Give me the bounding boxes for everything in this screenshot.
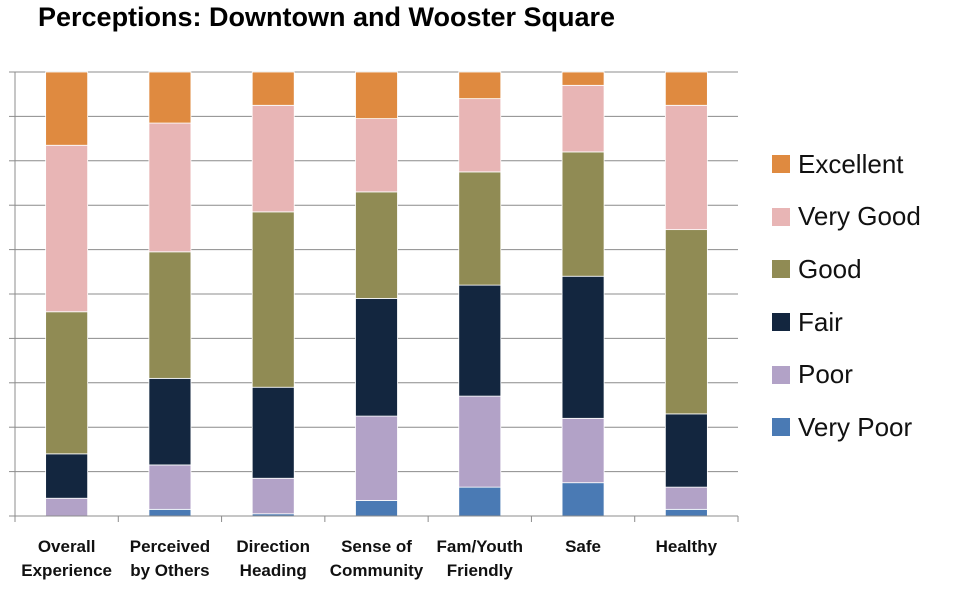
bar-segment-very-poor	[458, 486, 502, 517]
bar-segment-poor	[355, 415, 398, 501]
bar-segment-fair	[458, 284, 502, 397]
x-category-label: Perceived by Others	[120, 535, 220, 583]
x-category-label: Sense of Community	[327, 535, 427, 583]
x-category-label: Direction Heading	[223, 535, 323, 583]
legend-swatch	[772, 418, 790, 437]
bar-segment-poor	[251, 477, 295, 515]
legend-item-very-poor: Very Poor	[772, 401, 921, 454]
bar-segment-very-good	[148, 122, 192, 253]
legend-swatch	[772, 155, 790, 174]
x-category-label-line: Direction	[236, 537, 311, 556]
bar-segment-very-good	[45, 144, 89, 313]
legend-swatch	[772, 365, 790, 384]
x-category-label-line: Community	[329, 561, 424, 580]
legend-label: Very Poor	[798, 411, 913, 442]
bar-segment-fair	[355, 298, 398, 417]
legend-label: Very Good	[798, 201, 921, 232]
bar-segment-good	[664, 229, 708, 415]
x-category-label-line: Friendly	[446, 561, 513, 580]
legend-label: Excellent	[798, 148, 904, 179]
x-category-label-line: Sense of	[341, 537, 412, 556]
x-category-label-line: Perceived	[129, 537, 211, 556]
bar-segment-very-poor	[148, 508, 192, 517]
bar-segment-excellent	[251, 71, 295, 106]
legend-label: Poor	[798, 359, 853, 390]
bar-segment-excellent	[664, 71, 708, 106]
bar-segment-good	[251, 211, 295, 388]
chart-legend: Excellent Very Good Good Fair Poor Very Poor	[772, 138, 921, 454]
legend-item-poor: Poor	[772, 348, 921, 401]
bar-segment-poor	[664, 486, 708, 510]
bar-segment-excellent	[45, 71, 89, 146]
bar-segment-good	[458, 171, 502, 286]
bar-segment-very-good	[561, 84, 605, 153]
bar-segment-poor	[45, 497, 89, 517]
bar-segment-very-good	[458, 98, 502, 173]
bar-segment-fair	[148, 377, 192, 466]
bar-segment-very-good	[355, 118, 398, 193]
legend-swatch	[772, 260, 790, 279]
legend-item-excellent: Excellent	[772, 138, 921, 191]
x-category-label: Safe	[533, 535, 633, 559]
bar-segment-very-good	[251, 104, 295, 213]
x-category-label-line: Experience	[21, 561, 112, 580]
x-category-label: Fam/Youth Friendly	[430, 535, 530, 583]
x-category-label: Healthy	[636, 535, 736, 559]
bar-segment-very-poor	[664, 508, 708, 517]
bar-segment-good	[148, 251, 192, 379]
bar-segment-excellent	[355, 71, 398, 120]
bar-segment-good	[561, 151, 605, 277]
legend-label: Good	[798, 253, 862, 284]
x-category-label: Overall Experience	[17, 535, 117, 583]
x-category-label-line: by Others	[130, 561, 210, 580]
x-category-label-line: Safe	[565, 537, 602, 556]
legend-item-fair: Fair	[772, 296, 921, 349]
bar-segment-poor	[561, 417, 605, 484]
x-category-label-line: Healthy	[655, 537, 718, 556]
legend-swatch	[772, 207, 790, 226]
x-category-label-line: Fam/Youth	[436, 537, 524, 556]
bar-segment-good	[45, 311, 89, 455]
legend-item-very-good: Very Good	[772, 191, 921, 244]
x-category-label-line: Overall	[37, 537, 96, 556]
bar-segment-fair	[45, 453, 89, 499]
bar-segment-fair	[561, 275, 605, 419]
legend-swatch	[772, 313, 790, 332]
bar-segment-fair	[664, 413, 708, 488]
legend-label: Fair	[798, 306, 843, 337]
bar-segment-excellent	[561, 71, 605, 86]
bar-segment-good	[355, 191, 398, 299]
bar-segment-very-poor	[355, 500, 398, 517]
x-category-label-line: Heading	[239, 561, 307, 580]
legend-item-good: Good	[772, 243, 921, 296]
bar-segment-fair	[251, 386, 295, 479]
bar-segment-excellent	[458, 71, 502, 100]
bar-segment-poor	[148, 464, 192, 510]
bar-segment-very-good	[664, 104, 708, 231]
bar-segment-very-poor	[561, 482, 605, 517]
chart-title: Perceptions: Downtown and Wooster Square	[38, 2, 616, 32]
bar-segment-poor	[458, 395, 502, 488]
bar-segment-excellent	[148, 71, 192, 124]
